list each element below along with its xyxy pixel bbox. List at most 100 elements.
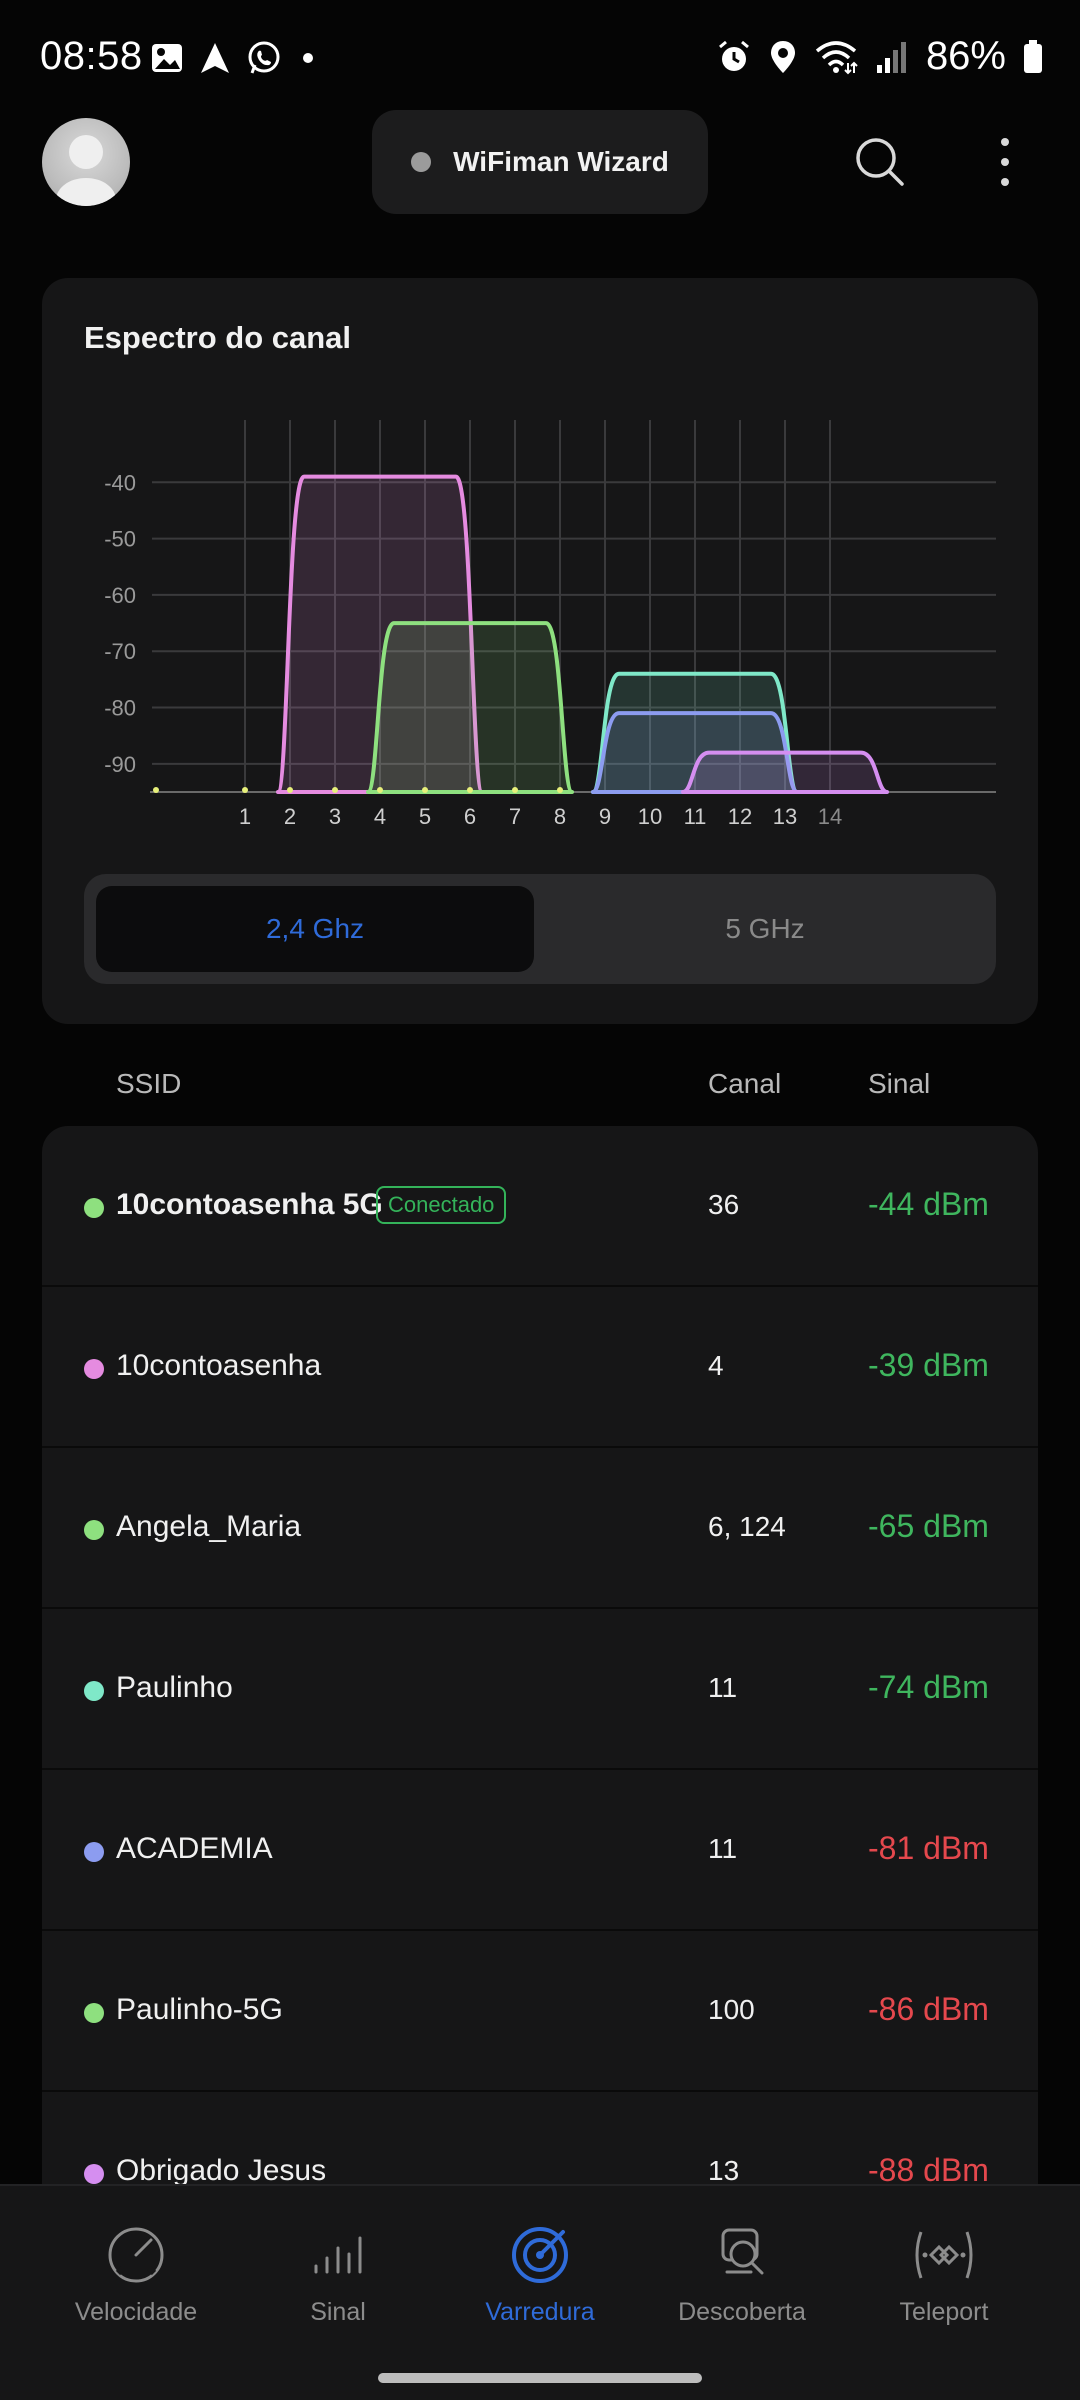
- baseline-marker: [287, 787, 293, 793]
- nav-descoberta[interactable]: Descoberta: [642, 2220, 842, 2330]
- baseline-marker: [332, 787, 338, 793]
- network-row[interactable]: 10contoasenha 4 -39 dBm: [42, 1287, 1038, 1448]
- network-color-dot: [84, 1198, 104, 1218]
- connected-badge: Conectado: [376, 1186, 507, 1224]
- network-signal: -86 dBm: [868, 1991, 989, 2027]
- channel-spectrum-card: Espectro do canal -40 -50 -60 -70 -80 -90 1 2 3 4…: [42, 278, 1038, 1024]
- x-tick-label: 7: [509, 804, 521, 829]
- band-option-5ghz[interactable]: 5 GHz: [725, 913, 805, 944]
- x-tick-label: 1: [239, 804, 251, 829]
- status-left-icons: [150, 40, 320, 76]
- spectrum-series: [276, 474, 484, 794]
- spectrum-title: Espectro do canal: [84, 320, 352, 355]
- more-options-icon[interactable]: [990, 134, 1020, 190]
- battery-icon: [1024, 39, 1042, 73]
- network-color-dot: [84, 2164, 104, 2184]
- network-list-header: SSID Canal Sinal: [42, 1062, 1038, 1112]
- spectrum-series: [681, 750, 889, 794]
- baseline-marker: [153, 787, 159, 793]
- baseline-marker: [512, 787, 518, 793]
- x-tick-label: 8: [554, 804, 566, 829]
- network-color-dot: [84, 2003, 104, 2023]
- network-ssid: 10contoasenha: [116, 1349, 322, 1382]
- network-channel: 4: [708, 1350, 724, 1381]
- network-signal: -39 dBm: [868, 1347, 989, 1383]
- baseline-marker: [422, 787, 428, 793]
- nav-sinal[interactable]: Sinal: [238, 2220, 438, 2330]
- network-signal: -65 dBm: [868, 1508, 989, 1544]
- network-ssid: ACADEMIA: [116, 1832, 273, 1865]
- network-ssid: Paulinho-5G: [116, 1993, 283, 2026]
- network-signal: -44 dBm: [868, 1186, 989, 1222]
- network-row[interactable]: Paulinho 11 -74 dBm: [42, 1609, 1038, 1770]
- network-channel: 6, 124: [708, 1511, 786, 1542]
- y-tick-label: -90: [104, 752, 136, 777]
- baseline-marker: [557, 787, 563, 793]
- network-channel: 11: [708, 1833, 738, 1864]
- whatsapp-icon: [248, 41, 280, 74]
- nav-velocidade[interactable]: Velocidade: [36, 2220, 236, 2330]
- network-ssid: 10contoasenha 5G: [116, 1188, 383, 1221]
- column-ssid: SSID: [116, 1068, 182, 1099]
- x-tick-label: 4: [374, 804, 386, 829]
- network-ssid: Obrigado Jesus: [116, 2154, 327, 2184]
- network-signal: -74 dBm: [868, 1669, 989, 1705]
- network-channel: 36: [708, 1189, 740, 1220]
- nav-teleport[interactable]: Teleport: [844, 2220, 1044, 2330]
- search-icon[interactable]: [852, 134, 908, 190]
- wizard-status-dot: [411, 152, 432, 172]
- network-row[interactable]: 10contoasenha 5G Conectado 36 -44 dBm: [42, 1126, 1038, 1287]
- avatar[interactable]: [42, 118, 130, 206]
- x-tick-label: 14: [818, 804, 842, 829]
- y-tick-label: -70: [104, 639, 136, 664]
- signal-bars-icon: [314, 2236, 362, 2274]
- nav-label: Sinal: [310, 2298, 366, 2326]
- nav-label: Varredura: [485, 2298, 595, 2326]
- baseline-marker: [377, 787, 383, 793]
- status-time: 08:58: [40, 34, 143, 78]
- dot-icon: [303, 53, 313, 63]
- spectrum-series: [366, 621, 574, 794]
- network-signal: -88 dBm: [868, 2152, 989, 2184]
- network-ssid: Paulinho: [116, 1671, 233, 1704]
- network-row[interactable]: Angela_Maria 6, 124 -65 dBm: [42, 1448, 1038, 1609]
- x-tick-label: 11: [684, 804, 707, 829]
- location-icon: [770, 40, 795, 73]
- wifiman-wizard-button[interactable]: WiFiman Wizard: [372, 110, 708, 214]
- network-row[interactable]: Paulinho-5G 100 -86 dBm: [42, 1931, 1038, 2092]
- nav-label: Teleport: [899, 2298, 989, 2326]
- network-row[interactable]: Obrigado Jesus 13 -88 dBm: [42, 2092, 1038, 2184]
- x-tick-label: 3: [329, 804, 341, 829]
- network-channel: 13: [708, 2155, 740, 2184]
- radar-icon: [512, 2227, 568, 2283]
- battery-percent: 86%: [925, 34, 1006, 78]
- network-color-dot: [84, 1842, 104, 1862]
- y-tick-label: -80: [104, 696, 136, 721]
- x-tick-label: 2: [284, 804, 296, 829]
- y-tick-label: -40: [104, 470, 136, 495]
- network-list: 10contoasenha 5G Conectado 36 -44 dBm 10…: [42, 1126, 1038, 2184]
- bottom-navigation: Velocidade Sinal Varredura De: [0, 2184, 1080, 2400]
- wifi-icon: [815, 40, 858, 74]
- network-row[interactable]: ACADEMIA 11 -81 dBm: [42, 1770, 1038, 1931]
- column-signal: Sinal: [868, 1068, 931, 1099]
- status-bar: 08:58: [0, 0, 1080, 110]
- baseline-marker: [242, 787, 248, 793]
- teleport-icon: [915, 2231, 973, 2279]
- navigation-icon: [201, 43, 229, 73]
- y-tick-label: -60: [104, 583, 136, 608]
- band-option-2-4ghz[interactable]: 2,4 Ghz: [96, 886, 534, 972]
- discovery-icon: [721, 2228, 764, 2275]
- network-channel: 100: [708, 1994, 755, 2025]
- gallery-icon: [152, 44, 182, 72]
- x-tick-label: 10: [638, 804, 662, 829]
- nav-label: Descoberta: [678, 2298, 806, 2326]
- user-avatar-icon: [56, 135, 116, 206]
- status-right: 86%: [716, 34, 1044, 79]
- nav-label: Velocidade: [74, 2298, 198, 2326]
- network-ssid: Angela_Maria: [116, 1510, 302, 1543]
- x-tick-label: 6: [464, 804, 476, 829]
- spectrum-series: [591, 711, 799, 794]
- nav-varredura[interactable]: Varredura: [440, 2220, 640, 2330]
